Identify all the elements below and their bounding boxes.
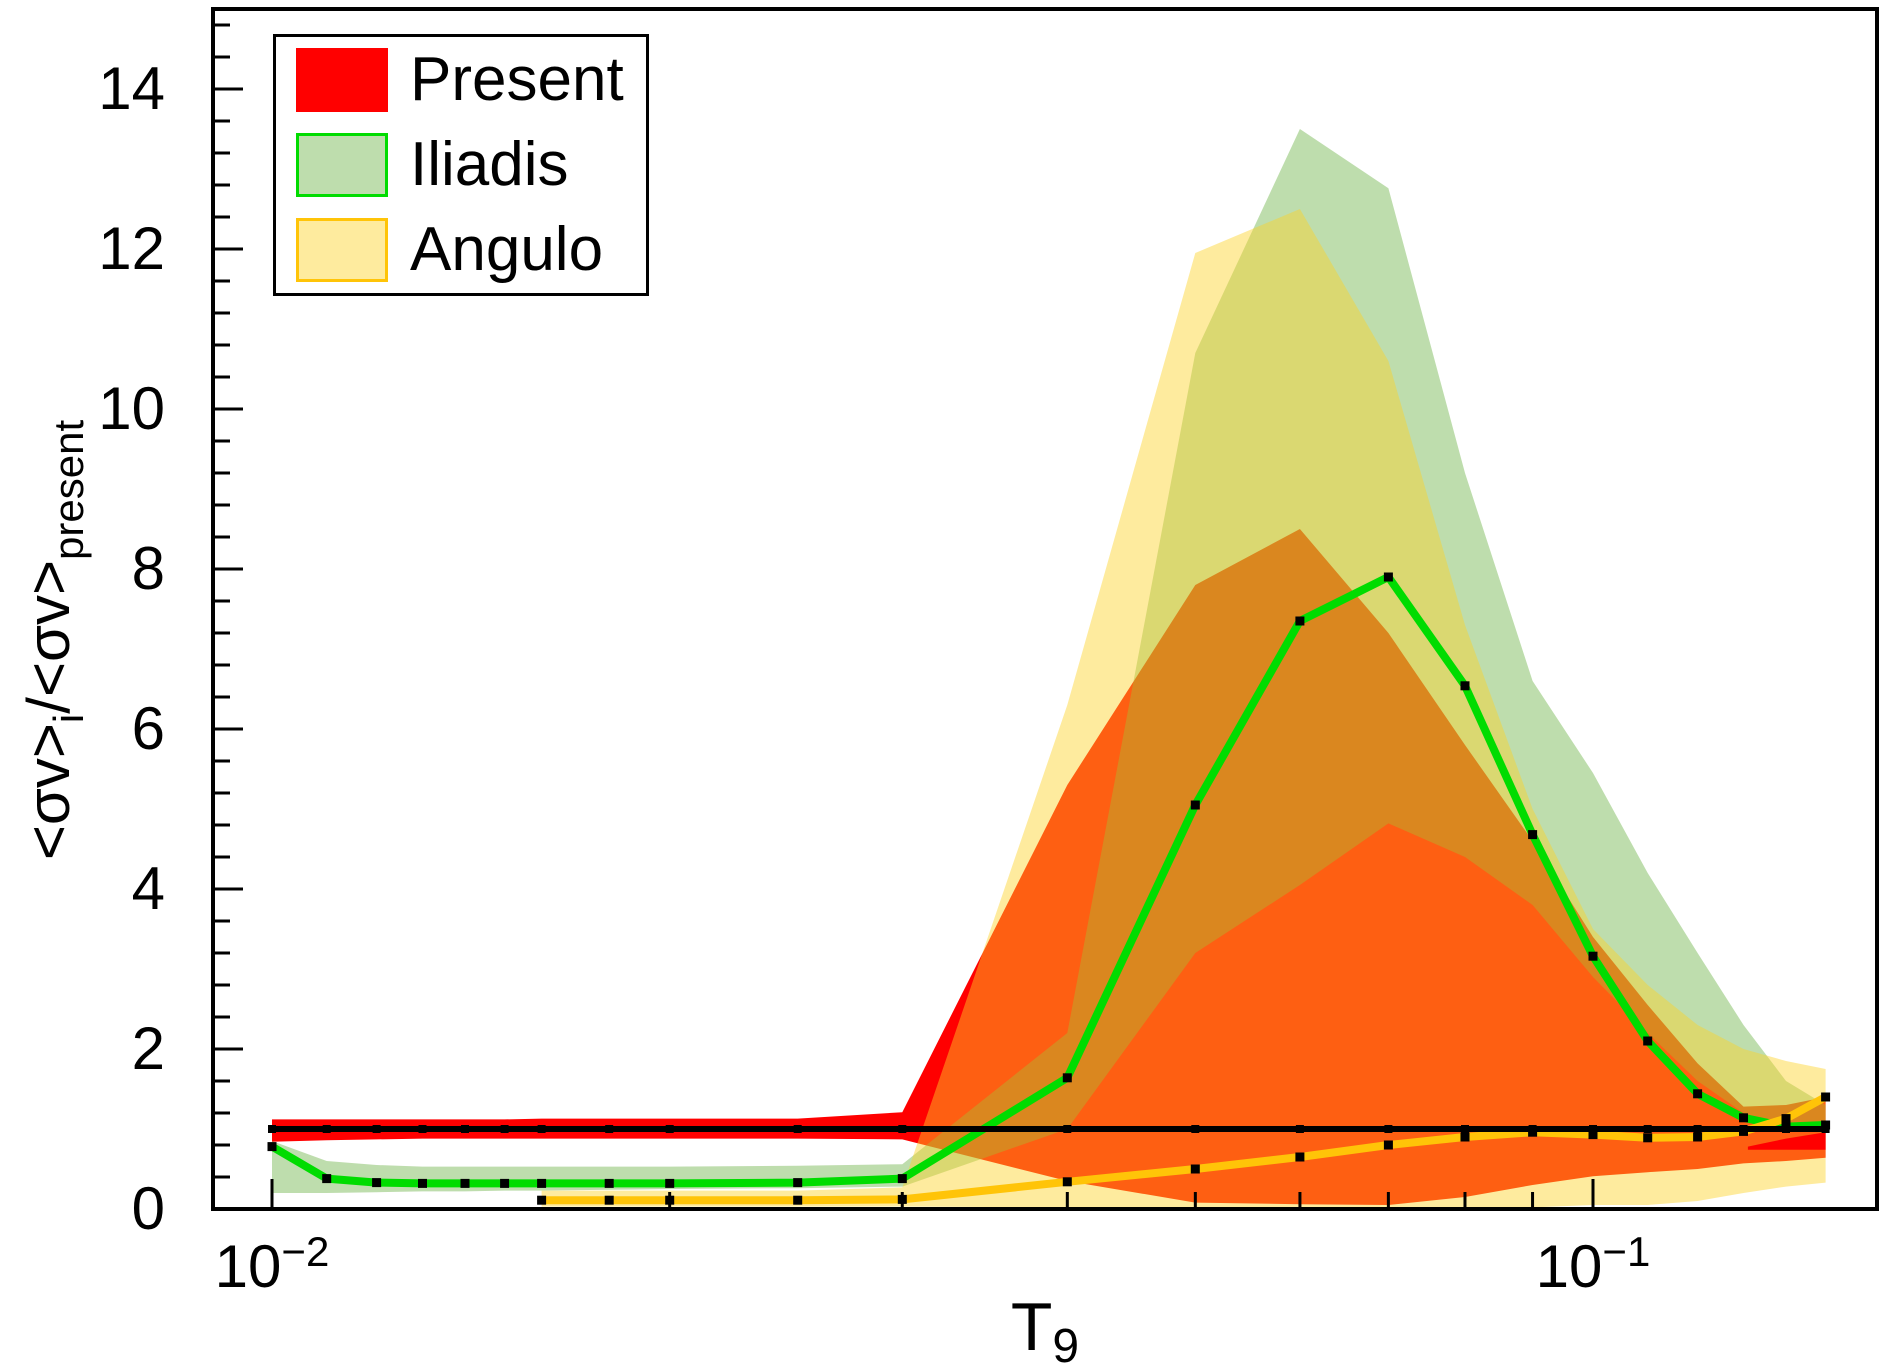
angulo-swatch [296,218,388,283]
legend-item-angulo: Angulo [276,208,646,293]
y-tick-label: 6 [131,695,165,762]
legend-label-present: Present [410,44,624,114]
legend-item-iliadis: Iliadis [276,122,646,207]
band-yellow [541,209,1826,1208]
x-axis-title-main: T [1010,1289,1053,1365]
legend-item-present: Present [276,37,646,122]
x-tick-label: 10−1 [1535,1228,1651,1301]
y-axis-title-main1: <σv> [15,723,82,861]
y-tick-label: 12 [98,215,165,282]
y-axis-title: <σv>i/<σv>present [14,280,92,1000]
band-green [272,129,1826,1193]
present-swatch [296,47,388,112]
axis-ticks [213,23,1595,1211]
y-axis-title-sub1: i [45,713,92,724]
band-red-sliver [1747,1132,1826,1150]
y-tick-label: 8 [131,535,165,602]
y-tick-label: 10 [98,375,165,442]
x-tick-label: 10−2 [214,1228,330,1301]
x-axis-title-sub: 9 [1052,1320,1080,1372]
y-axis-title-sub2: present [45,419,92,560]
legend-box: Present Iliadis Angulo [273,34,649,296]
y-axis-title-main2: /<σv> [15,559,82,714]
band-red [272,529,1826,1205]
legend-label-iliadis: Iliadis [410,129,569,199]
y-tick-label: 2 [131,1015,165,1082]
x-axis-title: T9 [0,1288,1888,1371]
y-tick-label: 0 [131,1175,165,1242]
y-tick-label: 14 [98,55,165,122]
y-tick-label: 4 [131,855,165,922]
legend-label-angulo: Angulo [410,215,604,285]
axis-frame [211,7,1879,1211]
iliadis-swatch [296,132,388,197]
